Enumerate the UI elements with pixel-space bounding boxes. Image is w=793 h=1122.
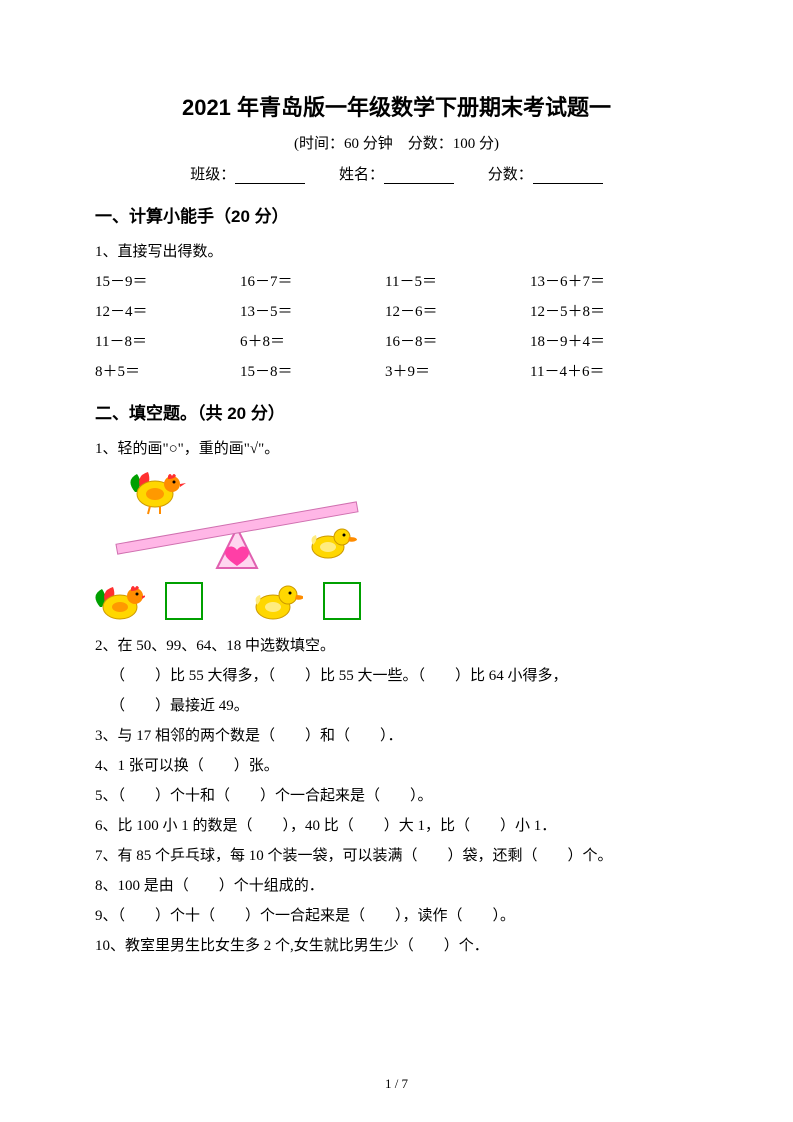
calc-cell: 11－8＝ [95,327,240,357]
score-label: 分数：100 分) [408,136,499,152]
q9: 9、（ ）个十（ ）个一合起来是（ ），读作（ ）。 [95,901,698,931]
score-label2: 分数： [488,167,533,183]
q6: 6、比 100 小 1 的数是（ ），40 比（ ）大 1，比（ ）小 1． [95,811,698,841]
class-label: 班级： [190,167,235,183]
section2-header: 二、填空题。（共 20 分） [95,399,698,424]
q2b: （ ）最接近 49。 [95,691,698,721]
class-blank [235,167,305,184]
calc-cell: 11－5＝ [385,267,530,297]
exam-page: 2021 年青岛版一年级数学下册期末考试题一 (时间：60 分钟 分数：100 … [0,0,793,1122]
chicken-icon [95,579,145,623]
calc-cell: 8＋5＝ [95,357,240,387]
time-label: (时间：60 分钟 [294,136,393,152]
calc-cell: 15－8＝ [240,357,385,387]
seesaw-figure [95,470,375,575]
page-footer: 1 / 7 [0,1076,793,1092]
page-title: 2021 年青岛版一年级数学下册期末考试题一 [95,90,698,122]
calc-cell: 12－6＝ [385,297,530,327]
calc-cell: 6＋8＝ [240,327,385,357]
q3: 3、与 17 相邻的两个数是（ ）和（ ）． [95,721,698,751]
subtitle: (时间：60 分钟 分数：100 分) [95,132,698,153]
calc-cell: 3＋9＝ [385,357,530,387]
section1-prompt: 1、直接写出得数。 [95,237,698,267]
info-line: 班级： 姓名： 分数： [145,163,648,184]
q7: 7、有 85 个乒乓球，每 10 个装一袋，可以装满（ ）袋，还剩（ ）个。 [95,841,698,871]
answer-box-2 [323,582,361,620]
calc-cell: 12－5＋8＝ [530,297,698,327]
answer-box-1 [165,582,203,620]
calc-cell: 11－4＋6＝ [530,357,698,387]
q8: 8、100 是由（ ）个十组成的． [95,871,698,901]
answer-boxes [95,579,698,623]
calc-cell: 13－5＝ [240,297,385,327]
seesaw-svg [95,470,375,575]
q5: 5、（ ）个十和（ ）个一合起来是（ ）。 [95,781,698,811]
score-blank [533,167,603,184]
calc-cell: 13－6＋7＝ [530,267,698,297]
calc-cell: 12－4＝ [95,297,240,327]
q4: 4、1 张可以换（ ）张。 [95,751,698,781]
q2: 2、在 50、99、64、18 中选数填空。 [95,631,698,661]
calc-grid: 15－9＝ 16－7＝ 11－5＝ 13－6＋7＝ 12－4＝ 13－5＝ 12… [95,267,698,387]
q1: 1、轻的画"○"，重的画"√"。 [95,434,698,464]
name-blank [384,167,454,184]
calc-cell: 18－9＋4＝ [530,327,698,357]
name-label: 姓名： [339,167,384,183]
calc-cell: 15－9＝ [95,267,240,297]
calc-cell: 16－8＝ [385,327,530,357]
duck-icon [253,579,303,623]
q10: 10、教室里男生比女生多 2 个,女生就比男生少（ ）个． [95,931,698,961]
q2a: （ ）比 55 大得多，（ ）比 55 大一些。（ ）比 64 小得多， [95,661,698,691]
section1-header: 一、计算小能手（20 分） [95,202,698,227]
calc-cell: 16－7＝ [240,267,385,297]
